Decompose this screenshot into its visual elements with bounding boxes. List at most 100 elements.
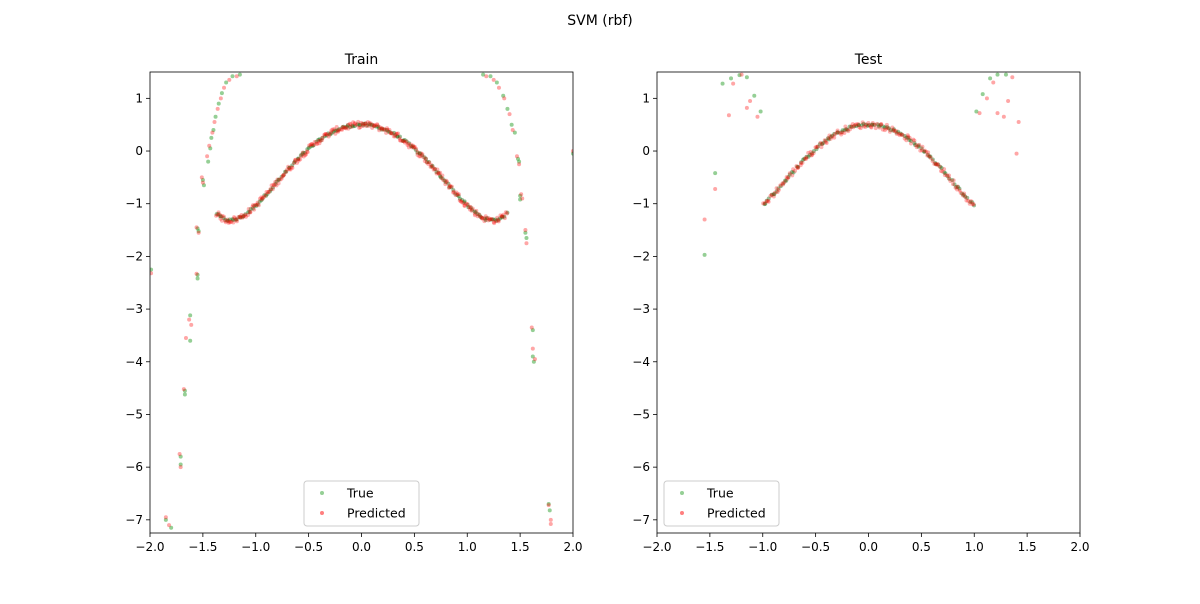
x-tick-label: 0.5: [912, 540, 931, 554]
data-point: [411, 145, 416, 150]
data-point: [480, 216, 485, 221]
data-point: [766, 196, 771, 201]
data-point: [405, 142, 410, 147]
data-point: [514, 154, 519, 159]
data-point: [501, 212, 506, 217]
data-point: [888, 128, 893, 133]
data-point: [500, 215, 505, 220]
data-point: [163, 517, 168, 522]
data-point: [456, 192, 461, 197]
data-point: [260, 195, 265, 200]
data-point: [900, 133, 905, 138]
data-point: [791, 170, 796, 175]
data-point: [881, 124, 886, 129]
data-point: [366, 123, 371, 128]
data-point: [455, 192, 460, 197]
data-point: [988, 76, 993, 81]
y-tick-label: −3: [125, 302, 143, 316]
data-point: [940, 169, 945, 174]
data-point: [432, 167, 437, 172]
data-point: [218, 96, 223, 101]
data-point: [426, 161, 431, 166]
data-point: [335, 129, 340, 134]
data-point: [262, 194, 267, 199]
data-point: [324, 132, 329, 137]
data-point: [887, 129, 892, 134]
data-point: [995, 111, 1000, 116]
data-point: [260, 196, 265, 201]
data-point: [486, 216, 491, 221]
data-point: [462, 203, 467, 208]
data-point: [781, 182, 786, 187]
data-point: [293, 158, 298, 163]
data-point: [455, 193, 460, 198]
data-point: [485, 216, 490, 220]
data-point: [970, 202, 975, 207]
data-point: [208, 146, 213, 151]
data-point: [226, 218, 231, 223]
data-point: [300, 150, 305, 155]
data-point: [309, 142, 314, 147]
data-point: [776, 187, 781, 192]
data-point: [370, 125, 375, 130]
data-point: [446, 181, 451, 186]
data-point: [259, 195, 264, 200]
data-point: [872, 122, 877, 127]
data-point: [352, 122, 357, 126]
data-point: [860, 123, 865, 128]
data-point: [181, 387, 186, 392]
data-point: [222, 85, 227, 90]
data-point: [326, 131, 331, 136]
data-point: [726, 113, 731, 118]
data-point: [339, 127, 344, 132]
data-point: [322, 132, 327, 137]
data-point: [957, 186, 962, 191]
data-point: [275, 177, 280, 182]
data-point: [761, 201, 766, 206]
data-point: [287, 165, 292, 170]
data-point: [933, 161, 938, 166]
data-point: [766, 199, 771, 204]
data-point: [352, 121, 357, 126]
data-point: [286, 164, 291, 169]
data-point: [290, 165, 295, 170]
data-point: [483, 214, 488, 219]
data-point: [422, 158, 427, 163]
data-point: [440, 173, 445, 178]
data-point: [451, 190, 456, 195]
data-point: [315, 141, 320, 146]
data-point: [933, 160, 938, 165]
data-point: [438, 170, 443, 175]
data-point: [499, 214, 504, 219]
data-point: [472, 213, 477, 218]
data-point: [385, 127, 390, 132]
data-point: [361, 121, 366, 126]
data-point: [344, 126, 349, 131]
data-point: [510, 127, 515, 132]
data-point: [966, 198, 971, 203]
data-point: [970, 200, 975, 205]
data-point: [496, 217, 501, 222]
data-point: [377, 125, 382, 130]
data-point: [343, 125, 348, 130]
data-point: [493, 217, 498, 222]
data-point: [463, 201, 468, 206]
data-point: [518, 197, 523, 202]
data-point: [226, 220, 231, 225]
data-point: [240, 214, 245, 219]
data-point: [283, 169, 288, 174]
data-point: [865, 123, 870, 128]
data-point: [846, 129, 851, 134]
data-point: [963, 195, 968, 200]
data-point: [907, 137, 912, 142]
y-tick-label: −4: [125, 355, 143, 369]
data-point: [938, 164, 943, 169]
data-point: [182, 392, 187, 397]
data-point: [786, 175, 791, 180]
data-point: [296, 158, 301, 163]
data-point: [502, 214, 507, 219]
data-point: [972, 203, 977, 208]
data-point: [361, 123, 366, 128]
data-point: [436, 170, 441, 175]
data-point: [456, 194, 461, 199]
